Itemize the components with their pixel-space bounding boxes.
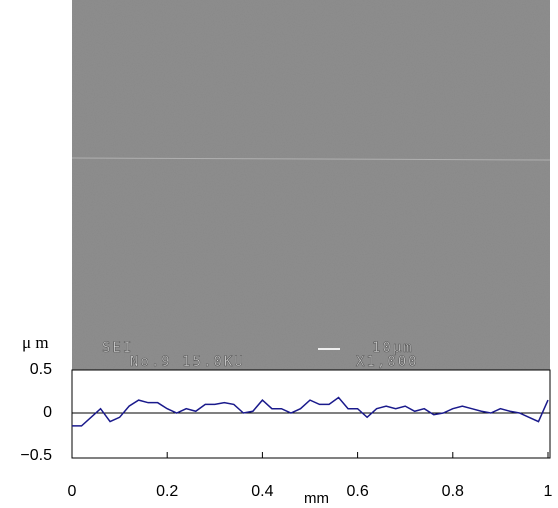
y-tick-label: −0.5 <box>20 447 52 464</box>
x-tick-label: 0.6 <box>346 483 368 500</box>
y-axis-label: μ m <box>22 333 49 352</box>
x-tick-label: 0.8 <box>442 483 464 500</box>
y-tick-label: 0 <box>43 404 52 421</box>
sem-label: X1,000 <box>356 354 419 370</box>
x-axis-label: mm <box>304 490 329 507</box>
y-tick-label: 0.5 <box>30 361 52 378</box>
x-tick-label: 0 <box>68 483 77 500</box>
plot-frame <box>71 369 551 459</box>
x-tick-label: 0.4 <box>251 483 273 500</box>
sem-label: SEI <box>102 340 133 356</box>
sem-image <box>71 0 551 370</box>
profile-line <box>72 396 549 427</box>
x-tick-label: 0.2 <box>156 483 178 500</box>
sem-label: 10μm <box>372 340 414 356</box>
sem-label: No.9 15.0KU <box>130 354 245 370</box>
x-tick-label: 1 <box>544 483 553 500</box>
